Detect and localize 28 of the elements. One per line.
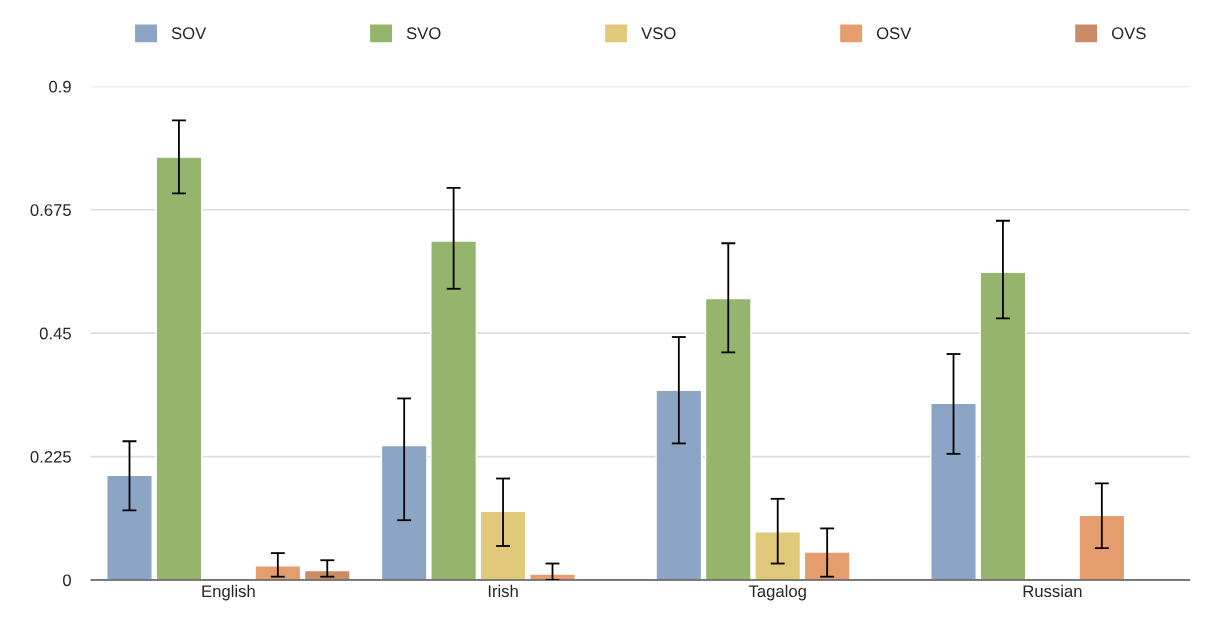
x-tick-label: English	[202, 584, 255, 601]
bar	[430, 240, 478, 580]
x-tick-label: Tagalog	[748, 584, 806, 601]
bar	[704, 297, 752, 580]
legend-label: SVO	[406, 27, 441, 40]
bar	[655, 389, 703, 580]
y-tick-label: 0.225	[30, 450, 71, 463]
x-tick-label: Irish	[488, 584, 518, 598]
y-tick-label: 0	[62, 574, 71, 587]
x-tick-label: Russian	[1023, 584, 1082, 598]
legend-label: VSO	[641, 27, 676, 40]
legend-label: SOV	[171, 27, 207, 40]
bar	[754, 531, 802, 580]
bar	[979, 271, 1027, 580]
bar	[106, 474, 153, 580]
bar	[254, 565, 302, 580]
bar	[529, 573, 576, 580]
y-tick-label: 0.9	[49, 80, 71, 93]
bar	[803, 551, 851, 580]
bar	[155, 156, 203, 580]
legend-label: OVS	[1111, 27, 1146, 40]
y-tick-label: 0.675	[30, 204, 71, 216]
y-tick-label: 0.45	[39, 327, 71, 340]
bar	[479, 510, 527, 580]
bar	[930, 402, 977, 580]
legend-label: OSV	[876, 27, 912, 40]
bar	[1078, 514, 1126, 580]
bar	[380, 444, 428, 580]
